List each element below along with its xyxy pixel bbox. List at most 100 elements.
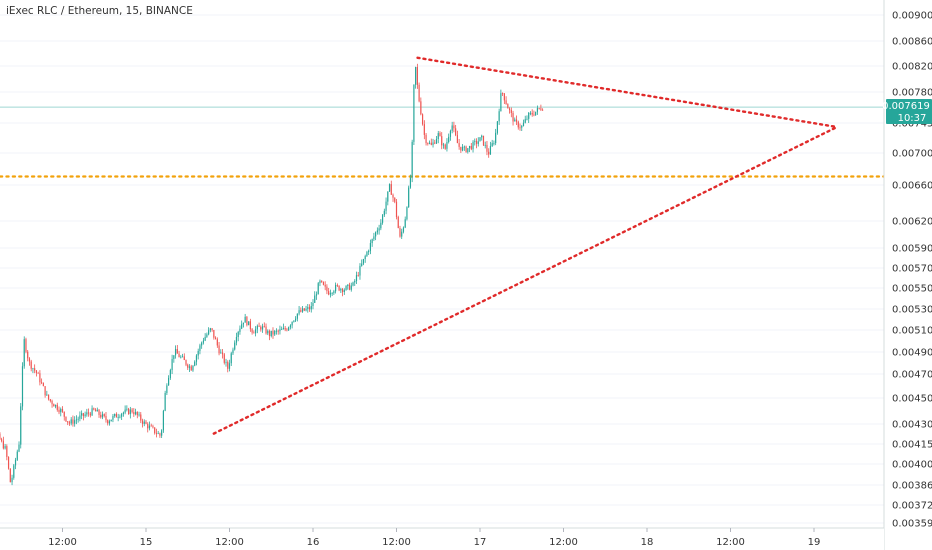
candle: [268, 329, 271, 341]
candle: [514, 117, 516, 122]
candle-body: [82, 413, 84, 417]
candle: [408, 185, 410, 208]
candle: [84, 411, 86, 418]
candle: [86, 408, 88, 417]
candle-body: [101, 414, 104, 418]
candle: [261, 323, 264, 333]
candle-body: [279, 329, 281, 332]
upper-trendline[interactable]: [416, 56, 839, 129]
candle: [28, 357, 31, 366]
candle: [338, 285, 340, 292]
candle-countdown: 10:37: [898, 113, 927, 124]
candle-body: [157, 433, 159, 435]
candle: [503, 93, 505, 105]
candle: [479, 137, 481, 142]
candle: [289, 324, 291, 330]
candle: [37, 371, 39, 374]
candle: [355, 271, 358, 285]
candle-body: [409, 177, 412, 188]
candle: [341, 287, 344, 297]
candle-body: [284, 327, 286, 330]
candle: [373, 232, 375, 242]
candle-body: [288, 327, 290, 331]
candle-body: [14, 459, 17, 466]
time-scale-panel[interactable]: [0, 528, 884, 550]
candle-body: [274, 330, 276, 335]
candle-body: [364, 256, 366, 260]
candle: [481, 134, 483, 141]
candle-body: [192, 365, 194, 371]
candle: [206, 332, 208, 338]
candle-body: [397, 216, 399, 229]
candle: [336, 283, 338, 288]
candle: [68, 420, 71, 426]
candle: [502, 92, 504, 97]
candle: [41, 378, 43, 385]
candle: [159, 432, 161, 438]
candle: [512, 110, 514, 126]
candle-body: [39, 373, 41, 383]
candle-body: [408, 187, 410, 208]
candle: [381, 214, 384, 225]
candle: [164, 390, 166, 412]
candle: [364, 254, 366, 263]
candle-body: [312, 302, 314, 307]
candle: [434, 139, 436, 145]
candle: [507, 103, 509, 109]
candle-body: [140, 414, 142, 421]
candle-body: [420, 101, 422, 115]
current-price-label: 0.007619: [882, 101, 930, 112]
candle: [1, 437, 3, 443]
candle-body: [128, 408, 130, 415]
candle: [458, 139, 460, 150]
candle: [253, 330, 255, 334]
candle-body: [373, 236, 375, 240]
candle: [93, 407, 95, 411]
candle: [376, 227, 378, 235]
candle-body: [465, 146, 467, 153]
candle: [23, 336, 25, 369]
candle-body: [183, 356, 185, 361]
candle-body: [117, 417, 119, 418]
candle-body: [181, 356, 184, 358]
candle: [150, 423, 152, 427]
candle-body: [7, 456, 10, 469]
candle-body: [126, 408, 128, 410]
candle-body: [303, 308, 305, 311]
candle-body: [107, 420, 109, 424]
candle: [357, 271, 359, 277]
candle: [486, 141, 488, 156]
candle: [305, 305, 307, 312]
candle: [136, 411, 138, 419]
candle: [2, 436, 4, 450]
candle-body: [416, 66, 418, 85]
candle-body: [289, 325, 291, 328]
candle: [4, 443, 6, 450]
candle-body: [54, 404, 57, 407]
candle: [500, 89, 502, 112]
candle: [34, 364, 36, 374]
candle: [488, 148, 490, 158]
candle: [279, 325, 281, 335]
lower-trendline[interactable]: [212, 125, 839, 435]
candle-body: [150, 425, 152, 427]
candle-body: [185, 360, 187, 365]
candle-body: [221, 352, 224, 355]
candle: [345, 285, 347, 291]
chart-grid: [0, 14, 884, 524]
candle: [301, 306, 304, 313]
candle: [49, 398, 51, 403]
price-scale-panel[interactable]: [884, 0, 932, 550]
candle: [281, 326, 283, 330]
candle-body: [13, 465, 15, 478]
candle: [394, 197, 396, 204]
candle: [232, 347, 234, 355]
candle: [380, 219, 382, 231]
candle: [265, 323, 267, 335]
candle-body: [176, 349, 178, 354]
